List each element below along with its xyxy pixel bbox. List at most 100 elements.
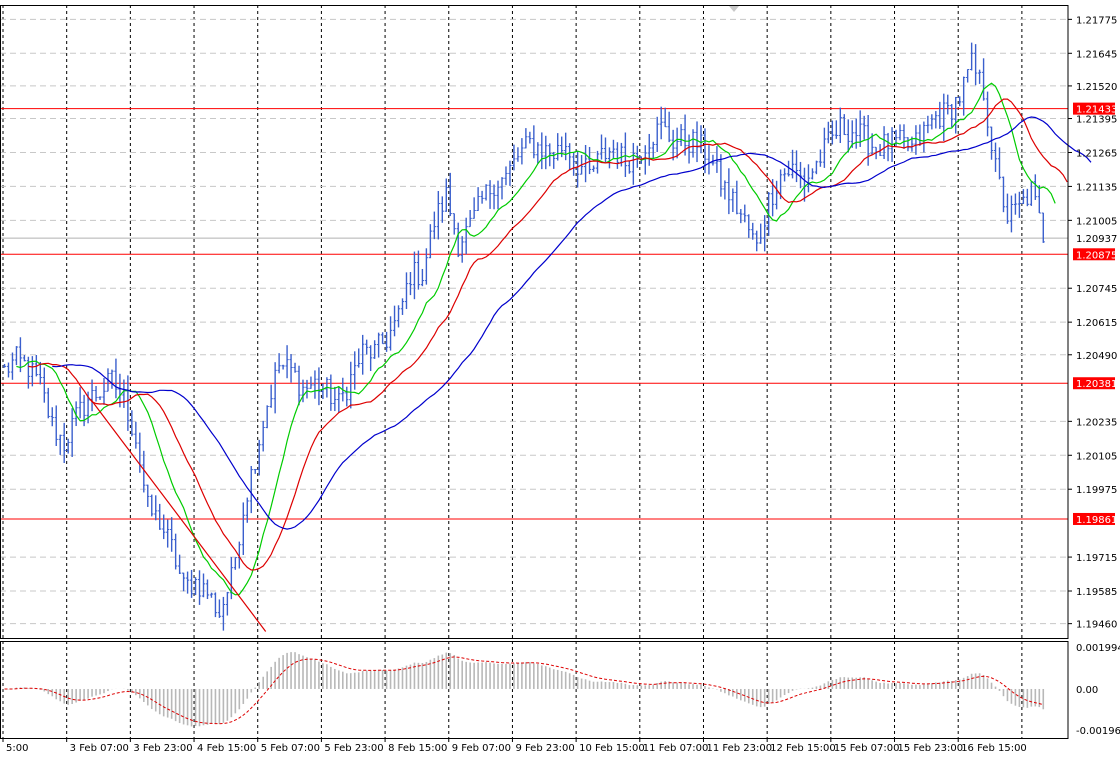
moving-average-line bbox=[16, 82, 1056, 596]
candle bbox=[102, 377, 106, 405]
candle bbox=[2, 363, 7, 368]
time-axis: 5:00 3 Feb 07:00 3 Feb 23:00 4 Feb 15:00 5 F… bbox=[2, 738, 1027, 754]
candle bbox=[790, 149, 795, 179]
candle bbox=[448, 172, 452, 217]
candle bbox=[1037, 185, 1041, 214]
candle bbox=[42, 367, 46, 403]
time-tick-label: 12 Feb 15:00 bbox=[770, 743, 836, 754]
candle bbox=[492, 184, 496, 210]
oscillator-signal-line bbox=[4, 656, 1044, 725]
candle bbox=[1009, 195, 1014, 233]
level-tag bbox=[1073, 248, 1115, 261]
candle bbox=[1021, 189, 1025, 204]
candle bbox=[197, 570, 202, 605]
candle bbox=[723, 180, 727, 200]
candle bbox=[178, 554, 182, 575]
candle bbox=[416, 250, 421, 290]
oscillator-axis: 0.001994 0.00 -0.001961 bbox=[1076, 643, 1120, 737]
candle bbox=[707, 145, 711, 175]
candle bbox=[237, 541, 241, 569]
candle bbox=[213, 592, 218, 618]
candle bbox=[193, 577, 198, 596]
candle bbox=[508, 160, 512, 186]
candle bbox=[556, 133, 560, 161]
candle bbox=[245, 497, 249, 523]
candle bbox=[388, 316, 393, 351]
candle bbox=[142, 450, 146, 493]
candle bbox=[285, 345, 289, 379]
candle bbox=[603, 137, 608, 163]
candle bbox=[763, 215, 767, 252]
candle bbox=[273, 362, 277, 414]
candle bbox=[50, 407, 54, 427]
price-tick-label: 1.19585 bbox=[1076, 587, 1117, 598]
candle bbox=[552, 151, 556, 169]
candle bbox=[886, 132, 890, 162]
price-tick-label: 1.21135 bbox=[1076, 182, 1117, 193]
candle bbox=[357, 348, 361, 368]
candle bbox=[918, 124, 922, 146]
candle bbox=[221, 596, 225, 631]
candle bbox=[751, 222, 755, 240]
price-tick-label: 1.19715 bbox=[1076, 553, 1117, 564]
candle bbox=[110, 369, 114, 389]
candle bbox=[954, 96, 958, 134]
candle bbox=[687, 134, 691, 164]
time-tick-label: 10 Feb 15:00 bbox=[579, 743, 645, 754]
candle bbox=[906, 137, 910, 152]
candle bbox=[90, 379, 94, 412]
time-tick-label: 5 Feb 23:00 bbox=[324, 743, 383, 754]
level-tag-label: 1.19861 bbox=[1076, 515, 1117, 526]
candle bbox=[942, 93, 946, 141]
chart-frame bbox=[0, 5, 1069, 739]
moving-averages bbox=[16, 82, 1092, 632]
grid-lines bbox=[0, 5, 1068, 738]
candle bbox=[607, 147, 612, 169]
candle bbox=[241, 502, 245, 555]
candle bbox=[14, 346, 19, 366]
candle bbox=[810, 168, 815, 180]
price-tick-label: 1.19460 bbox=[1076, 620, 1117, 631]
time-tick-label: 11 Feb 07:00 bbox=[643, 743, 709, 754]
price-tick-label: 1.21645 bbox=[1076, 49, 1117, 60]
candle bbox=[404, 272, 409, 310]
candle bbox=[1029, 181, 1033, 206]
candle bbox=[209, 592, 214, 598]
candle bbox=[743, 204, 747, 223]
time-tick-label: 9 Feb 23:00 bbox=[515, 743, 574, 754]
candle bbox=[651, 141, 655, 159]
candle bbox=[568, 143, 572, 171]
candle bbox=[786, 160, 791, 177]
candle bbox=[520, 138, 524, 165]
candle bbox=[985, 91, 990, 137]
candle bbox=[94, 386, 98, 402]
time-tick-label: 16 Feb 15:00 bbox=[961, 743, 1027, 754]
candle bbox=[174, 533, 178, 570]
candle bbox=[130, 410, 134, 437]
price-tick-label: 1.20615 bbox=[1076, 318, 1117, 329]
candle bbox=[794, 150, 799, 183]
candle bbox=[822, 127, 826, 168]
candle bbox=[365, 339, 369, 355]
candle bbox=[432, 211, 436, 240]
candle bbox=[659, 106, 663, 140]
candle bbox=[974, 44, 978, 86]
candle bbox=[277, 353, 281, 374]
time-tick-label: 3 Feb 23:00 bbox=[133, 743, 192, 754]
candle bbox=[958, 96, 962, 107]
trend-line bbox=[90, 398, 267, 632]
candle bbox=[309, 376, 313, 389]
candle bbox=[460, 236, 464, 263]
candle bbox=[412, 251, 417, 300]
candle bbox=[265, 405, 269, 429]
price-tick-label: 1.20745 bbox=[1076, 284, 1117, 295]
candle bbox=[711, 154, 715, 166]
price-tick-label: 1.20105 bbox=[1076, 451, 1117, 462]
candle bbox=[452, 213, 456, 235]
moving-average-line bbox=[52, 116, 1092, 530]
oscillator-tick-label: -0.001961 bbox=[1076, 726, 1120, 737]
candle bbox=[647, 133, 651, 166]
candle bbox=[22, 355, 26, 362]
